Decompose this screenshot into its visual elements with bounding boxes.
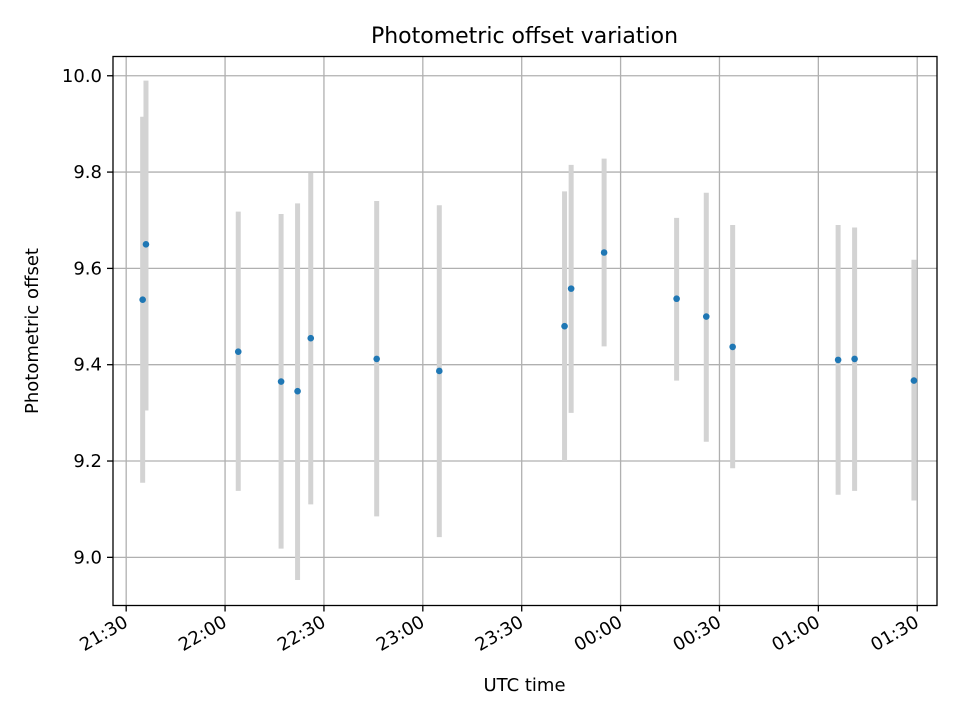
grid-lines — [113, 56, 937, 606]
plot-frame — [112, 55, 938, 607]
y-tick-label: 10.0 — [62, 66, 102, 87]
data-point — [910, 377, 918, 384]
data-point — [851, 355, 858, 363]
data-point — [277, 378, 285, 385]
y-tick-label: 9.8 — [73, 162, 102, 183]
data-point — [373, 355, 380, 363]
chart-title: Photometric offset variation — [371, 24, 678, 49]
data-point — [567, 285, 575, 292]
data-point — [294, 387, 301, 395]
data-points — [139, 241, 918, 395]
data-point — [139, 296, 146, 303]
data-point — [729, 343, 736, 351]
y-axis-title: Photometric offset — [22, 248, 43, 414]
data-point — [142, 241, 150, 248]
data-point — [234, 348, 242, 356]
y-tick-label: 9.6 — [73, 258, 102, 279]
data-point — [673, 295, 680, 303]
y-tick-label: 9.2 — [73, 451, 102, 472]
y-tick-label: 9.4 — [73, 355, 102, 376]
data-point — [436, 367, 443, 375]
y-tick-label: 9.0 — [73, 547, 102, 568]
data-point — [702, 313, 710, 320]
data-point — [307, 334, 315, 342]
x-axis-title: UTC time — [483, 675, 565, 696]
data-point — [834, 356, 842, 364]
data-point — [600, 249, 608, 256]
data-point — [561, 322, 568, 330]
plot-area — [113, 56, 937, 606]
